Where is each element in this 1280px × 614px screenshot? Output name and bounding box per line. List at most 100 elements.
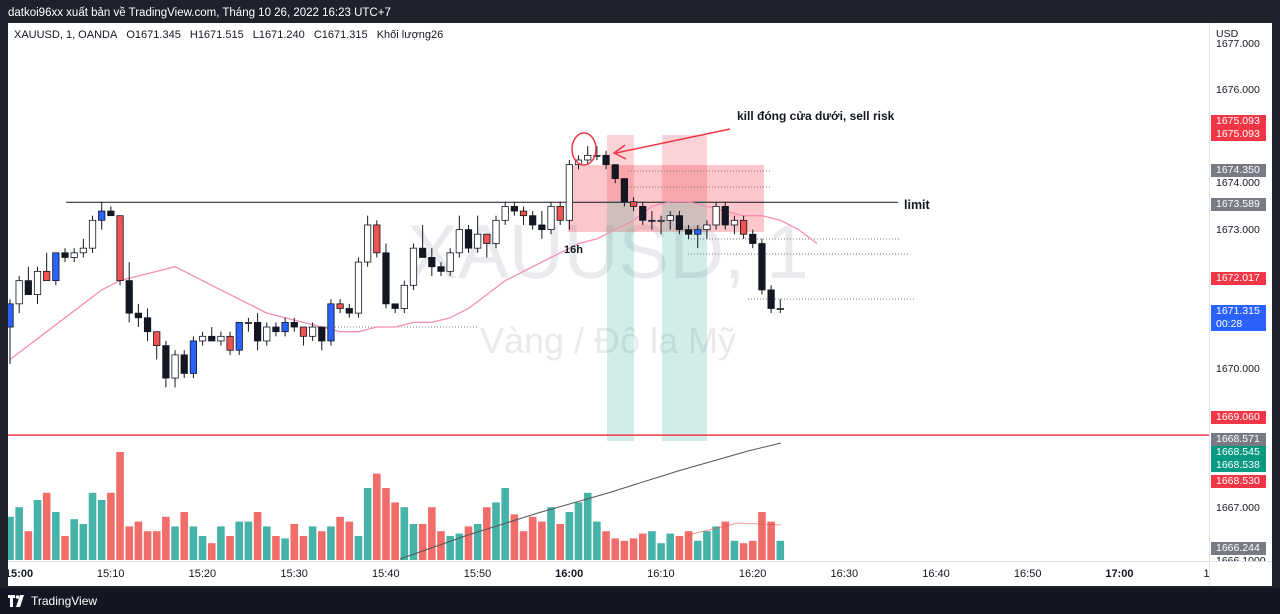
volume-ma-red [687, 522, 782, 536]
volume-bar [684, 531, 693, 560]
candle-body [758, 243, 766, 291]
candle [272, 322, 280, 337]
candle-body [767, 289, 775, 309]
candle-body [171, 354, 179, 379]
candle-body [529, 215, 537, 226]
candle-body [712, 205, 720, 226]
short-risk-box-1 [607, 135, 634, 201]
volume-bar [547, 507, 555, 560]
time-label: 15:50 [463, 568, 492, 580]
volume-bar [648, 531, 656, 560]
candle [556, 201, 564, 225]
candle-body [373, 224, 381, 254]
chart-panel[interactable]: XAUUSD, 1 Vàng / Đô la Mỹ kill đóng cửa d… [8, 23, 1272, 586]
candle-body [281, 321, 289, 333]
volume-bar [739, 543, 748, 560]
candle-body [318, 326, 326, 342]
candle [15, 276, 23, 314]
candle [501, 201, 509, 225]
candle-body [474, 233, 482, 249]
candle [208, 327, 216, 342]
volume-bar [70, 519, 78, 560]
volume-bar [281, 538, 289, 560]
tradingview-logo[interactable]: TradingView [8, 593, 97, 609]
candle [263, 322, 271, 346]
candle [721, 201, 729, 230]
candle-body [134, 312, 142, 319]
candle-body [602, 154, 610, 166]
volume-bar [180, 512, 189, 560]
volume-bar [299, 536, 308, 560]
time-label: 16:50 [1013, 568, 1042, 580]
candle-body [584, 154, 592, 161]
candle-body [299, 326, 308, 337]
watermark-description: Vàng / Đô la Mỹ [480, 320, 736, 361]
candle [364, 215, 372, 267]
legend-open: O1671.345 [126, 29, 181, 41]
candle-body [79, 247, 87, 254]
candle [226, 331, 234, 355]
axis-corner [1209, 561, 1272, 586]
volume-bar [253, 512, 262, 560]
candle-body [657, 219, 665, 222]
volume-bar [758, 512, 766, 560]
candle-body [272, 326, 280, 333]
footer-bar [0, 588, 1280, 614]
volume-bar [24, 531, 33, 560]
candle-body [666, 215, 674, 221]
candle [400, 280, 408, 314]
volume-bar [134, 521, 143, 560]
time-label: 16:00 [555, 568, 584, 580]
ema-line [9, 201, 818, 361]
candle [125, 262, 133, 323]
hour-marker: 16h [564, 244, 583, 256]
candle-body [354, 261, 363, 314]
candle-body [547, 205, 555, 230]
candle-body [253, 321, 262, 342]
candle-body [244, 321, 253, 324]
candle [290, 317, 298, 332]
candle [235, 321, 243, 355]
candle-body [162, 345, 170, 379]
candle [318, 326, 326, 351]
candle-body [345, 308, 353, 314]
candle-body [217, 335, 225, 342]
candle [24, 266, 32, 295]
candle-body [611, 164, 619, 179]
candle-body [180, 354, 188, 374]
candle [474, 215, 482, 253]
candle [538, 211, 546, 239]
candle-body [15, 280, 23, 305]
candle [116, 215, 124, 286]
candle [648, 211, 656, 230]
candle [602, 150, 610, 170]
volume-bar [428, 507, 436, 560]
tradingview-label: TradingView [31, 594, 98, 608]
candle-body [70, 252, 78, 258]
volume-bar [373, 473, 381, 560]
candle-body [290, 321, 298, 328]
volume-bar [262, 526, 271, 560]
candle-body [391, 303, 399, 309]
candle-body [428, 257, 436, 268]
candle-body [400, 284, 408, 309]
volume-bar [116, 452, 124, 560]
short-risk-box-2 [662, 135, 707, 201]
candle-body [61, 252, 69, 258]
candle [61, 248, 69, 263]
price-badge: 1675.093 [1211, 115, 1266, 128]
volume-bar [455, 533, 464, 560]
volume-bar [776, 540, 785, 560]
candle-body [235, 321, 243, 351]
candle [107, 206, 115, 217]
candle-body [24, 280, 32, 295]
volume-ma-line [399, 442, 782, 560]
candle [134, 303, 142, 328]
volume-bar [33, 500, 42, 560]
candle-body [153, 331, 161, 346]
price-axis[interactable]: USD 1677.000 1676.000 1674.000 1673.000 1670… [1209, 23, 1272, 568]
time-axis[interactable]: 15:00 15:10 15:20 15:30 15:40 15:50 16:00 16:10… [8, 561, 1219, 586]
volume-bar [152, 531, 161, 560]
candle [639, 201, 647, 225]
